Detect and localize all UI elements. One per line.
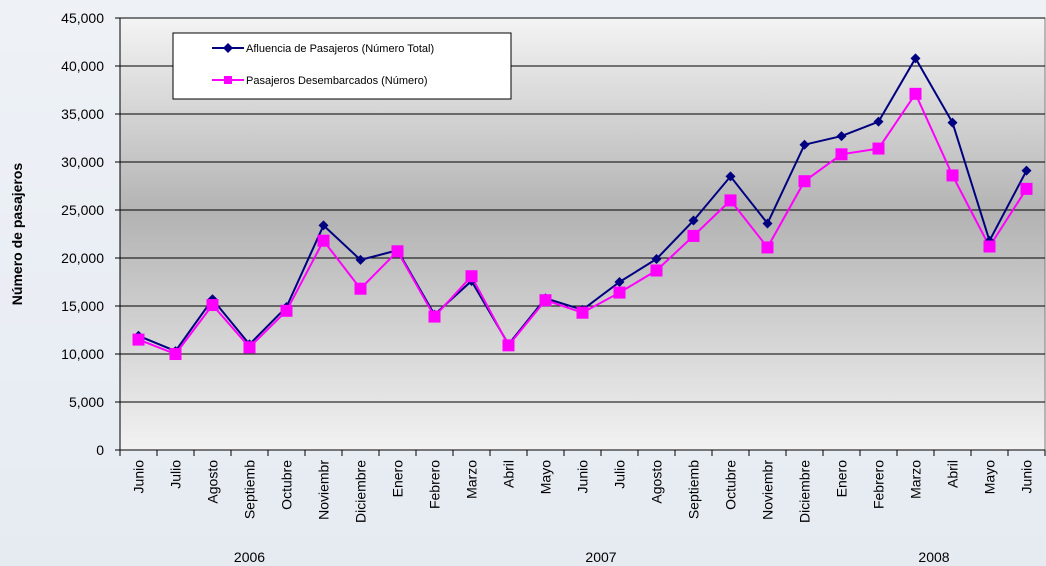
y-axis-title: Número de pasajeros <box>9 163 25 306</box>
data-point-series-1 <box>873 116 884 127</box>
x-tick-label: Febrero <box>427 460 443 509</box>
x-tick-label: Marzo <box>464 460 480 499</box>
data-point-series-2 <box>206 299 219 312</box>
x-tick-label: Agosto <box>205 460 221 504</box>
data-point-series-1 <box>725 171 736 182</box>
data-point-series-2 <box>465 270 478 283</box>
y-tick-label: 30,000 <box>61 154 104 170</box>
legend-marker-series-1 <box>223 43 233 53</box>
data-point-series-2 <box>1020 182 1033 195</box>
x-tick-label: Mayo <box>982 460 998 494</box>
y-tick-label: 40,000 <box>61 58 104 74</box>
data-point-series-2 <box>650 264 663 277</box>
gridlines <box>120 17 1045 403</box>
x-tick-label: Septiemb <box>686 460 702 519</box>
x-tick-label: Junio <box>1019 460 1035 494</box>
data-point-series-2 <box>391 245 404 258</box>
data-point-series-2 <box>872 142 885 155</box>
year-group-labels: 2006 2007 2008 <box>234 549 950 565</box>
series-group <box>132 53 1033 360</box>
x-tick-label: Julio <box>168 460 184 489</box>
data-point-series-2 <box>983 240 996 253</box>
x-tick-label: Enero <box>834 460 850 498</box>
data-point-series-2 <box>132 333 145 346</box>
x-tick-label: Marzo <box>908 460 924 499</box>
data-point-series-2 <box>909 87 922 100</box>
x-tick-label: Julio <box>612 460 628 489</box>
data-point-series-2 <box>169 348 182 360</box>
x-tick-label: Octubre <box>723 460 739 510</box>
x-tick-label: Febrero <box>871 460 887 509</box>
data-point-series-2 <box>724 194 737 207</box>
data-point-series-1 <box>688 215 699 226</box>
data-point-series-1 <box>318 220 329 231</box>
data-point-series-2 <box>613 286 626 299</box>
x-tick-label: Enero <box>390 460 406 498</box>
data-point-series-2 <box>502 339 515 352</box>
data-point-series-1 <box>1021 165 1032 176</box>
x-tick-label: Diciembre <box>353 460 369 523</box>
x-tick-label: Abril <box>945 460 961 488</box>
y-tick-label: 45,000 <box>61 10 104 26</box>
x-tick-label: Agosto <box>649 460 665 504</box>
data-point-series-1 <box>614 277 625 287</box>
data-point-series-1 <box>762 218 773 229</box>
data-point-series-2 <box>428 310 441 323</box>
x-tick-label: Noviembr <box>316 460 332 520</box>
legend-box <box>172 32 512 100</box>
y-tick-label: 35,000 <box>61 106 104 122</box>
data-point-series-1 <box>910 53 921 64</box>
data-point-series-1 <box>947 117 958 128</box>
legend-marker-series-2 <box>224 76 232 84</box>
y-tick-label: 5,000 <box>69 394 104 410</box>
x-tick-label: Septiemb <box>242 460 258 519</box>
data-point-series-1 <box>651 253 662 264</box>
data-point-series-2 <box>687 229 700 242</box>
data-point-series-2 <box>946 169 959 182</box>
x-tick-label: Junio <box>131 460 147 494</box>
x-tick-label: Octubre <box>279 460 295 510</box>
y-axis-ticks: 0 5,000 10,000 15,000 20,000 25,000 30,000 35,0… <box>61 10 120 458</box>
y-tick-label: 10,000 <box>61 346 104 362</box>
legend-label-series-1: Afluencia de Pasajeros (Número Total) <box>246 43 434 55</box>
year-label: 2008 <box>918 549 949 565</box>
x-tick-label: Junio <box>575 460 591 494</box>
data-point-series-2 <box>243 341 256 354</box>
data-point-series-2 <box>835 148 848 161</box>
data-point-series-2 <box>761 241 774 254</box>
y-tick-label: 0 <box>96 442 104 458</box>
year-label: 2006 <box>234 549 265 565</box>
y-tick-label: 15,000 <box>61 298 104 314</box>
data-point-series-2 <box>798 175 811 188</box>
data-point-series-1 <box>836 131 847 142</box>
x-tick-label: Mayo <box>538 460 554 494</box>
year-label: 2007 <box>585 549 616 565</box>
data-point-series-1 <box>355 254 366 265</box>
data-point-series-2 <box>539 294 552 307</box>
legend: Afluencia de Pasajeros (Número Total) Pa… <box>172 32 512 100</box>
y-tick-label: 25,000 <box>61 202 104 218</box>
axes <box>119 18 1045 451</box>
data-point-series-1 <box>799 139 810 150</box>
y-tick-label: 20,000 <box>61 250 104 266</box>
x-tick-label: Noviembr <box>760 460 776 520</box>
x-axis-ticks: Junio Julio Agosto Septiemb Octubre Noviembr D… <box>119 450 1046 523</box>
legend-label-series-2: Pasajeros Desembarcados (Número) <box>246 75 428 87</box>
data-point-series-2 <box>576 306 589 319</box>
x-tick-label: Diciembre <box>797 460 813 523</box>
x-tick-label: Abril <box>501 460 517 488</box>
data-point-series-2 <box>280 304 293 317</box>
data-point-series-2 <box>354 282 367 295</box>
data-point-series-2 <box>317 234 330 247</box>
